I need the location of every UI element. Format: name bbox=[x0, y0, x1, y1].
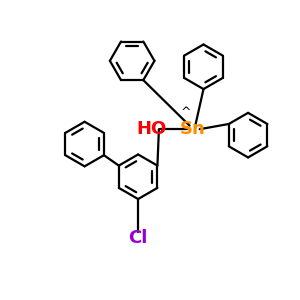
Text: Sn: Sn bbox=[180, 120, 206, 138]
Text: Cl: Cl bbox=[128, 229, 148, 247]
Text: HO: HO bbox=[136, 120, 166, 138]
Text: ^: ^ bbox=[180, 106, 191, 119]
